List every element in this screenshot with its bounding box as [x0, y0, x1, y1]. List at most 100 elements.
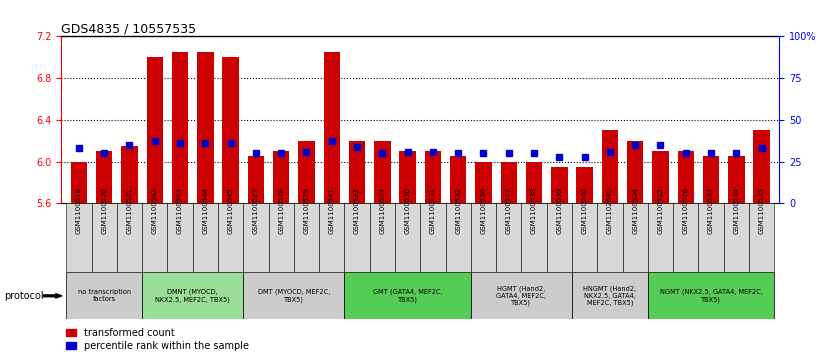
- Bar: [526, 162, 543, 203]
- Bar: [223, 57, 239, 203]
- Bar: [547, 203, 572, 272]
- Text: GSM1100519: GSM1100519: [76, 187, 82, 234]
- Bar: [652, 151, 668, 203]
- Bar: [374, 140, 391, 203]
- Bar: [648, 203, 673, 272]
- Text: GSM1100545: GSM1100545: [228, 187, 233, 234]
- Bar: [193, 203, 218, 272]
- Bar: [370, 203, 395, 272]
- Bar: [323, 52, 340, 203]
- Bar: [218, 203, 243, 272]
- Bar: [475, 162, 492, 203]
- Text: GSM1100524: GSM1100524: [632, 187, 638, 234]
- Bar: [698, 203, 724, 272]
- Text: GSM1100529: GSM1100529: [304, 187, 309, 234]
- Bar: [167, 203, 193, 272]
- Text: GSM1100535: GSM1100535: [759, 187, 765, 234]
- Bar: [677, 151, 694, 203]
- Bar: [424, 151, 441, 203]
- Bar: [273, 151, 290, 203]
- Bar: [172, 52, 188, 203]
- Bar: [703, 156, 719, 203]
- Text: GSM1100521: GSM1100521: [126, 187, 132, 234]
- Text: GMT (GATA4, MEF2C,
TBX5): GMT (GATA4, MEF2C, TBX5): [373, 289, 442, 303]
- Bar: [344, 272, 471, 319]
- Bar: [471, 203, 496, 272]
- Text: HNGMT (Hand2,
NKX2.5, GATA4,
MEF2C, TBX5): HNGMT (Hand2, NKX2.5, GATA4, MEF2C, TBX5…: [583, 285, 636, 306]
- Text: NGMT (NKX2.5, GATA4, MEF2C,
TBX5): NGMT (NKX2.5, GATA4, MEF2C, TBX5): [659, 289, 762, 303]
- Text: GSM1100544: GSM1100544: [202, 187, 208, 234]
- Text: DMT (MYOCD, MEF2C,
TBX5): DMT (MYOCD, MEF2C, TBX5): [258, 289, 330, 303]
- Bar: [572, 203, 597, 272]
- Bar: [298, 140, 315, 203]
- Text: GSM1102649: GSM1102649: [607, 187, 613, 234]
- Text: GSM1100525: GSM1100525: [658, 187, 663, 234]
- Text: GDS4835 / 10557535: GDS4835 / 10557535: [61, 22, 197, 35]
- Text: protocol: protocol: [4, 291, 44, 301]
- Bar: [446, 203, 471, 272]
- Bar: [450, 156, 467, 203]
- Text: GSM1100541: GSM1100541: [329, 187, 335, 234]
- Text: GSM1100537: GSM1100537: [506, 187, 512, 234]
- Bar: [648, 272, 774, 319]
- Text: GSM1100526: GSM1100526: [683, 187, 689, 234]
- Bar: [122, 146, 138, 203]
- Bar: [91, 203, 117, 272]
- Text: GSM1100520: GSM1100520: [101, 187, 107, 234]
- Text: GSM1100522: GSM1100522: [354, 187, 360, 234]
- Bar: [576, 167, 592, 203]
- Bar: [496, 203, 521, 272]
- Text: GSM1100538: GSM1100538: [531, 187, 537, 234]
- Bar: [395, 203, 420, 272]
- Bar: [348, 140, 366, 203]
- Bar: [243, 272, 344, 319]
- Bar: [96, 151, 113, 203]
- Text: GSM1100534: GSM1100534: [734, 187, 739, 234]
- Bar: [142, 203, 167, 272]
- Bar: [117, 203, 142, 272]
- Bar: [248, 156, 264, 203]
- Bar: [551, 167, 567, 203]
- Bar: [319, 203, 344, 272]
- Text: DMNT (MYOCD,
NKX2.5, MEF2C, TBX5): DMNT (MYOCD, NKX2.5, MEF2C, TBX5): [155, 289, 230, 303]
- Bar: [500, 162, 517, 203]
- Bar: [627, 140, 643, 203]
- Bar: [521, 203, 547, 272]
- Bar: [71, 162, 87, 203]
- Legend: transformed count, percentile rank within the sample: transformed count, percentile rank withi…: [66, 328, 249, 351]
- Bar: [572, 272, 648, 319]
- Bar: [728, 156, 744, 203]
- Text: GSM1100531: GSM1100531: [430, 187, 436, 234]
- Bar: [673, 203, 698, 272]
- Text: GSM1100527: GSM1100527: [253, 187, 259, 234]
- Bar: [399, 151, 416, 203]
- Text: HGMT (Hand2,
GATA4, MEF2C,
TBX5): HGMT (Hand2, GATA4, MEF2C, TBX5): [496, 285, 547, 306]
- Bar: [66, 272, 142, 319]
- Text: GSM1100542: GSM1100542: [152, 187, 157, 234]
- Text: GSM1100532: GSM1100532: [455, 187, 461, 234]
- Text: GSM1100530: GSM1100530: [405, 187, 410, 234]
- Text: GSM1100533: GSM1100533: [708, 187, 714, 234]
- Text: GSM1100528: GSM1100528: [278, 187, 284, 234]
- Text: GSM1100536: GSM1100536: [481, 187, 486, 234]
- Bar: [66, 203, 91, 272]
- Text: GSM1100539: GSM1100539: [557, 187, 562, 234]
- Bar: [420, 203, 446, 272]
- Bar: [724, 203, 749, 272]
- Text: GSM1100543: GSM1100543: [177, 187, 183, 234]
- Text: GSM1100523: GSM1100523: [379, 187, 385, 234]
- Text: no transcription
factors: no transcription factors: [78, 289, 131, 302]
- Bar: [142, 272, 243, 319]
- Bar: [243, 203, 268, 272]
- Bar: [344, 203, 370, 272]
- Bar: [268, 203, 294, 272]
- Bar: [147, 57, 163, 203]
- Bar: [197, 52, 214, 203]
- Bar: [597, 203, 623, 272]
- Text: GSM1100540: GSM1100540: [582, 187, 588, 234]
- Bar: [294, 203, 319, 272]
- Bar: [601, 130, 618, 203]
- Bar: [753, 130, 769, 203]
- Bar: [749, 203, 774, 272]
- Bar: [623, 203, 648, 272]
